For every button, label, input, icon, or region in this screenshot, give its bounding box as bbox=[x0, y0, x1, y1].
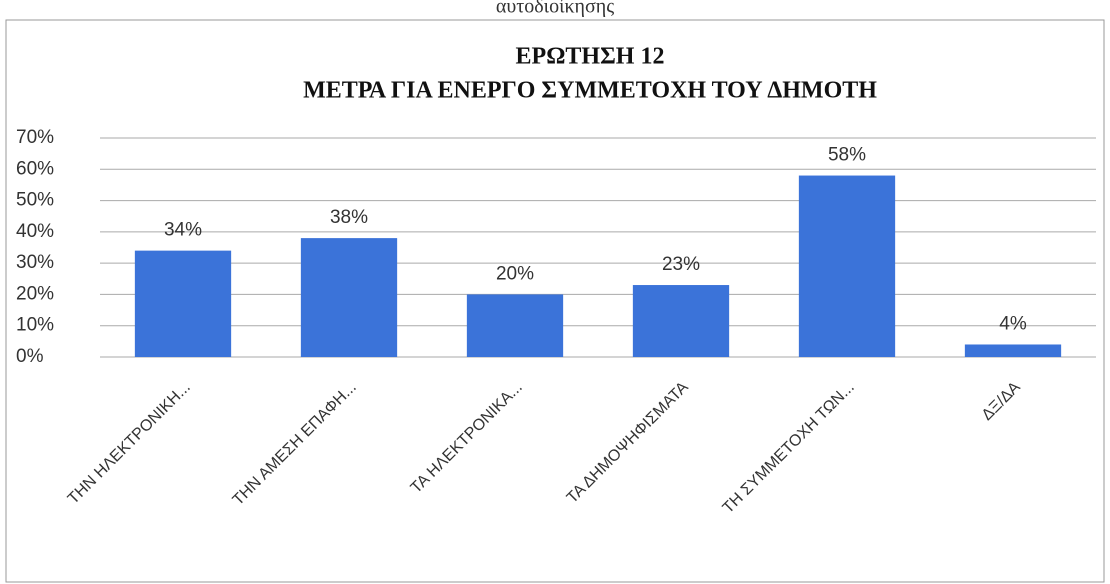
value-label: 4% bbox=[999, 314, 1027, 335]
value-label: 20% bbox=[496, 263, 534, 284]
value-label: 23% bbox=[662, 254, 700, 275]
y-tick-label: 60% bbox=[16, 158, 54, 179]
y-tick-label: 50% bbox=[16, 190, 54, 211]
bar bbox=[134, 250, 232, 357]
chart-title: ΕΡΩΤΗΣΗ 12 bbox=[516, 44, 665, 70]
bar bbox=[632, 285, 730, 357]
y-tick-label: 70% bbox=[16, 127, 54, 148]
value-label: 38% bbox=[330, 207, 368, 228]
y-tick-label: 30% bbox=[16, 252, 54, 273]
bar bbox=[798, 175, 896, 357]
bar bbox=[466, 294, 564, 357]
value-label: 58% bbox=[828, 145, 866, 166]
y-tick-label: 40% bbox=[16, 221, 54, 242]
y-tick-label: 20% bbox=[16, 283, 54, 304]
chart-title: ΜΕΤΡΑ ΓΙΑ ΕΝΕΡΓΟ ΣΥΜΜΕΤΟΧΗ ΤΟΥ ΔΗΜΟΤΗ bbox=[303, 78, 877, 104]
caption: αυτοδιοίκησης bbox=[496, 0, 614, 18]
value-label: 34% bbox=[164, 220, 202, 241]
y-tick-label: 0% bbox=[16, 346, 44, 367]
y-tick-label: 10% bbox=[16, 315, 54, 336]
bar bbox=[300, 238, 398, 357]
bar bbox=[964, 344, 1062, 357]
